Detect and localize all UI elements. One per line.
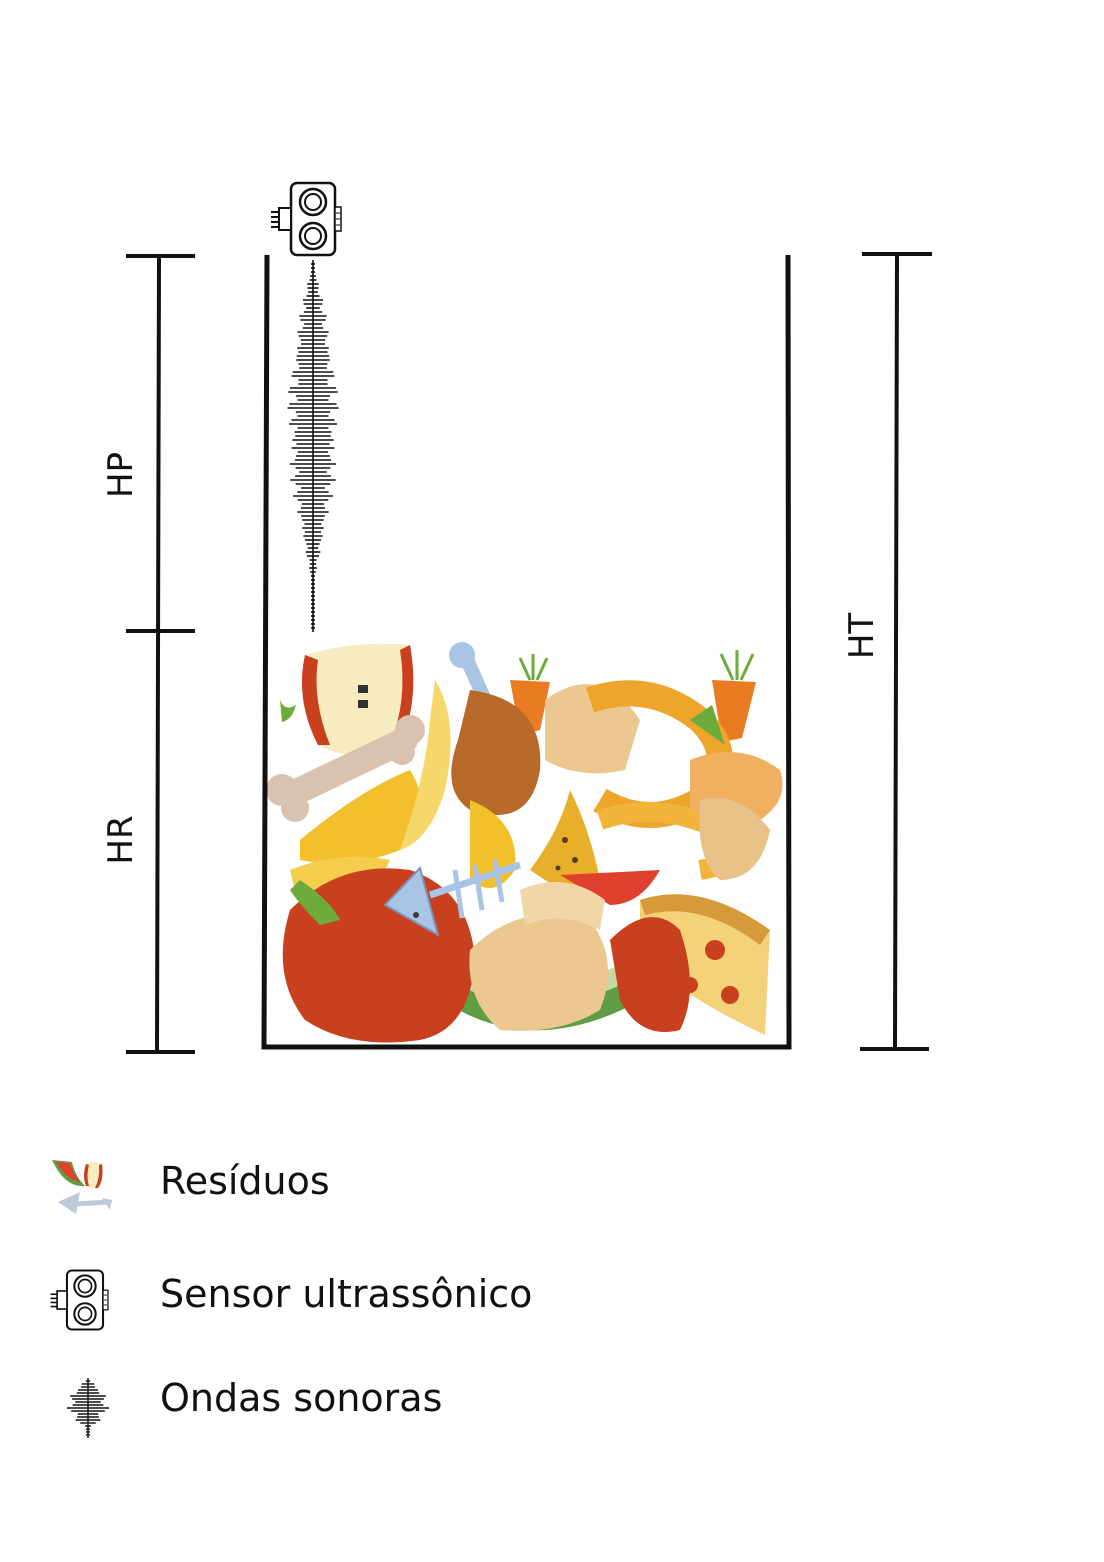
sound-waves-icon	[287, 260, 339, 632]
legend-waste-icon	[52, 1160, 112, 1214]
hp-hr-axis-line	[155, 255, 161, 1053]
legend-ultrasonic-sensor-icon	[49, 1269, 109, 1331]
waste-bin-outline	[261, 254, 792, 1050]
legend-sound-waves-icon	[66, 1378, 110, 1438]
ht-axis-line	[893, 253, 899, 1050]
legend-label-ultrasonic-sensor: Sensor ultrassônico	[160, 1272, 533, 1316]
dimension-lines	[126, 252, 932, 1054]
ultrasonic-sensor-icon	[269, 181, 343, 257]
legend-label-waste: Resíduos	[160, 1159, 330, 1203]
waste-pile	[266, 642, 783, 1043]
hr-label: HR	[101, 815, 141, 864]
legend-label-sound-waves: Ondas sonoras	[160, 1376, 443, 1420]
ht-label: HT	[842, 613, 882, 660]
hp-label: HP	[101, 452, 141, 498]
